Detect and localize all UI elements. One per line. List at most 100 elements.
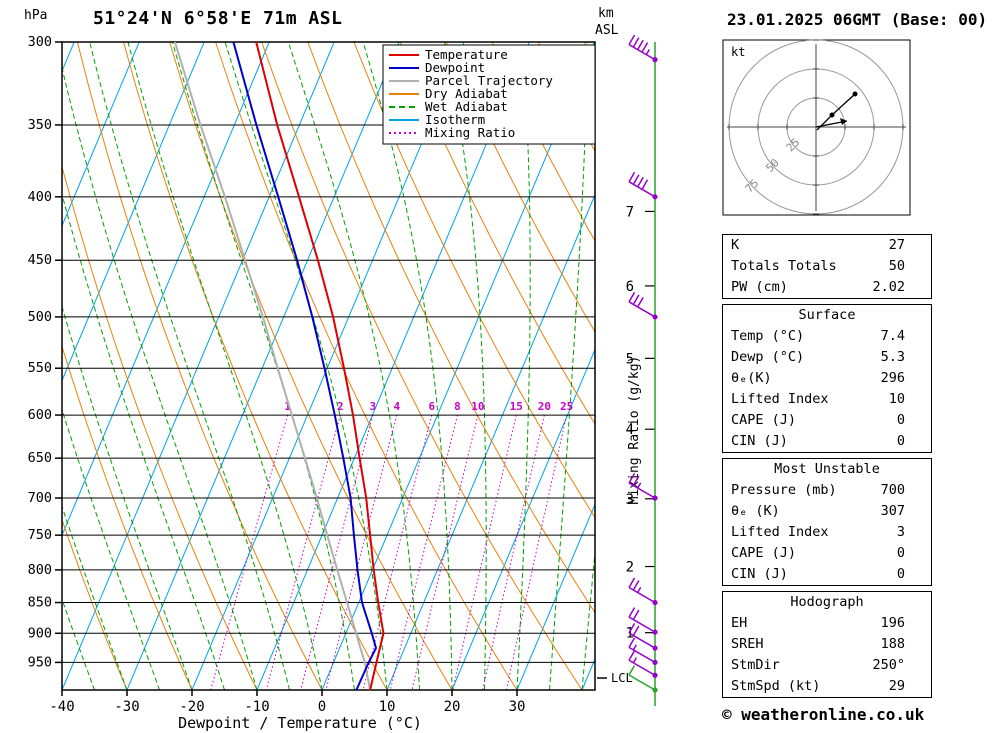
svg-text:25: 25: [560, 400, 573, 413]
table-row-label: CAPE (J): [731, 545, 797, 561]
table-row: θₑ(K) 296: [723, 368, 931, 389]
table-row-value: 296: [880, 370, 905, 386]
svg-text:20: 20: [538, 400, 551, 413]
table-section-title: Hodograph: [790, 594, 864, 610]
table-row: Dewp (°C) 5.3: [723, 347, 931, 368]
table-row-value: 0: [896, 566, 905, 582]
svg-text:7: 7: [626, 204, 634, 220]
svg-text:-30: -30: [114, 699, 139, 715]
table-row-label: StmSpd (kt): [731, 678, 821, 694]
table-row-label: StmDir: [731, 657, 780, 673]
wind-barb: [628, 665, 658, 693]
temperature-curve: [255, 42, 385, 690]
svg-text:3: 3: [370, 400, 377, 413]
svg-text:350: 350: [28, 117, 52, 133]
svg-text:4: 4: [393, 400, 400, 413]
table-row-label: θₑ (K): [731, 503, 780, 519]
svg-text:650: 650: [28, 450, 52, 466]
table-row: CIN (J) 0: [723, 431, 931, 452]
svg-text:Mixing Ratio (g/kg): Mixing Ratio (g/kg): [627, 356, 642, 505]
table-row-label: Pressure (mb): [731, 482, 837, 498]
table-row-label: Dewp (°C): [731, 349, 805, 365]
table-row-value: 5.3: [880, 349, 905, 365]
table-section-hodograph: Hodograph EH 196 SREH 188 StmDir 250° St…: [722, 591, 932, 698]
table-section-most-unstable: Most Unstable Pressure (mb) 700 θₑ (K) 3…: [722, 458, 932, 586]
svg-text:-40: -40: [49, 699, 74, 715]
table-row-label: Lifted Index: [731, 391, 829, 407]
svg-text:10: 10: [471, 400, 484, 413]
table-row-label: Lifted Index: [731, 524, 829, 540]
table-row: EH 196: [723, 613, 931, 634]
table-row: K 27: [723, 235, 931, 256]
table-row-label: CIN (J): [731, 433, 788, 449]
table-row-value: 3: [896, 524, 905, 540]
table-row-value: 29: [888, 678, 905, 694]
wind-barb: [628, 292, 658, 320]
table-row-value: 250°: [872, 657, 905, 673]
wind-barb: [628, 171, 658, 200]
svg-text:kt: kt: [731, 45, 745, 59]
table-row: StmSpd (kt) 29: [723, 676, 931, 697]
svg-text:3: 3: [626, 492, 634, 508]
date-title: 23.01.2025 06GMT (Base: 00): [727, 10, 988, 29]
copyright: © weatheronline.co.uk: [722, 705, 925, 724]
asl-axis-unit: ASL: [595, 23, 619, 38]
svg-text:1: 1: [284, 400, 291, 413]
wind-barb: [628, 607, 658, 635]
table-row-value: 0: [896, 433, 905, 449]
table-row-value: 2.02: [872, 279, 905, 295]
table-row: CAPE (J) 0: [723, 543, 931, 564]
svg-text:LCL: LCL: [611, 671, 633, 685]
svg-text:400: 400: [28, 189, 52, 205]
wind-barb: [628, 473, 658, 501]
table-row: Totals Totals 50: [723, 256, 931, 277]
svg-text:6: 6: [428, 400, 435, 413]
table-row-value: 27: [888, 237, 905, 253]
table-row: Lifted Index 3: [723, 522, 931, 543]
wind-barb: [628, 650, 658, 678]
svg-text:850: 850: [28, 595, 52, 611]
svg-text:950: 950: [28, 654, 52, 670]
table-row-value: 0: [896, 545, 905, 561]
table-row-value: 196: [880, 615, 905, 631]
table-row-value: 0: [896, 412, 905, 428]
svg-text:Dewpoint / Temperature (°C): Dewpoint / Temperature (°C): [178, 714, 422, 732]
wind-barb: [628, 34, 658, 63]
table-row: SREH 188: [723, 634, 931, 655]
table-row: CAPE (J) 0: [723, 410, 931, 431]
table-row: Lifted Index 10: [723, 389, 931, 410]
km-axis-unit: km: [598, 6, 614, 21]
svg-text:450: 450: [28, 252, 52, 268]
svg-text:Dry Adiabat: Dry Adiabat: [425, 86, 508, 101]
station-title: 51°24'N 6°58'E 71m ASL: [93, 8, 343, 29]
svg-text:Wet Adiabat: Wet Adiabat: [425, 99, 508, 114]
svg-text:4: 4: [626, 422, 634, 438]
table-row-label: CIN (J): [731, 566, 788, 582]
sounding-indices-table: K 27 Totals Totals 50 PW (cm) 2.02 Surfa…: [722, 234, 932, 703]
svg-text:Dewpoint: Dewpoint: [425, 60, 485, 75]
table-row-value: 188: [880, 636, 905, 652]
dewpoint-curve: [232, 42, 378, 690]
table-row: Pressure (mb) 700: [723, 480, 931, 501]
svg-text:6: 6: [626, 279, 634, 295]
table-row-value: 700: [880, 482, 905, 498]
table-row-value: 50: [888, 258, 905, 274]
svg-text:Temperature: Temperature: [425, 47, 508, 62]
table-section-title: Surface: [798, 307, 856, 323]
svg-text:30: 30: [509, 699, 526, 715]
svg-text:Isotherm: Isotherm: [425, 112, 485, 127]
pressure-axis-unit: hPa: [24, 8, 48, 23]
table-row-value: 10: [888, 391, 905, 407]
svg-text:5: 5: [626, 351, 634, 367]
table-row-label: θₑ(K): [731, 370, 772, 386]
table-row: StmDir 250°: [723, 655, 931, 676]
storm-motion-arrow: [840, 118, 847, 125]
wind-barb: [628, 577, 658, 606]
svg-text:750: 750: [28, 527, 52, 543]
svg-text:2: 2: [337, 400, 344, 413]
table-section-surface: Surface Temp (°C) 7.4 Dewp (°C) 5.3 θₑ(K…: [722, 304, 932, 453]
svg-text:500: 500: [28, 309, 52, 325]
svg-text:Parcel Trajectory: Parcel Trajectory: [425, 73, 553, 88]
